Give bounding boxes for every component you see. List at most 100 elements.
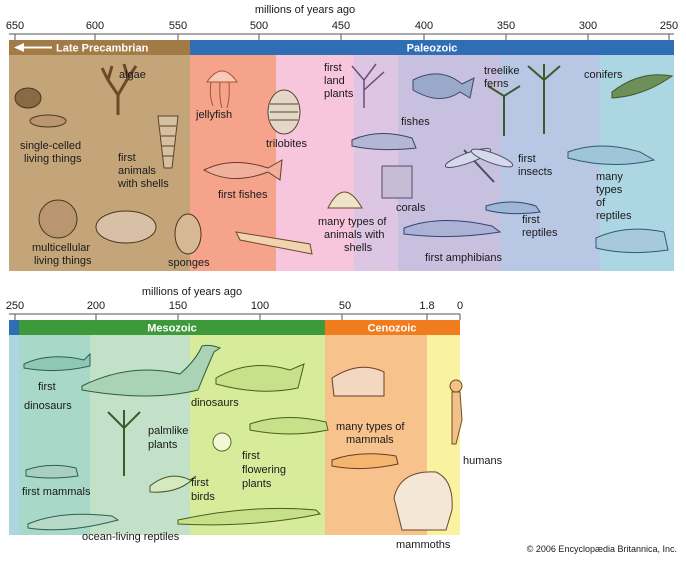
bottom-tick-label: 200 xyxy=(87,300,105,312)
label-first-insects-2: insects xyxy=(518,166,553,178)
bird-icon xyxy=(149,475,197,493)
label-first-flowering-2: flowering xyxy=(242,464,286,476)
label-single-celled-1: single-celled xyxy=(20,140,81,152)
label-sponges: sponges xyxy=(168,257,210,269)
algae-icon xyxy=(100,63,138,115)
label-many-reptiles-3: of xyxy=(596,197,606,209)
conifer-icon xyxy=(611,74,674,99)
mammal-icon xyxy=(331,366,399,470)
label-first-dinosaurs-2: dinosaurs xyxy=(24,400,72,412)
shell-fan-icon xyxy=(327,191,363,209)
flower-plant-icon xyxy=(212,432,232,452)
small-dinosaur-icon xyxy=(249,416,329,435)
early-dinosaur-icon xyxy=(23,352,91,372)
human-icon xyxy=(449,379,463,445)
label-trilobites: trilobites xyxy=(266,138,307,150)
label-many-mammals-1: many types of xyxy=(336,421,405,433)
era-bar-paleozoic-end xyxy=(9,320,19,335)
left-arrow-icon xyxy=(14,43,52,52)
top-tick-label: 650 xyxy=(6,20,24,32)
label-first-birds-2: birds xyxy=(191,491,215,503)
label-first-land-plants-3: plants xyxy=(324,88,354,100)
single-celled-icon xyxy=(14,87,67,128)
label-multicellular-2: living things xyxy=(34,255,92,267)
reptile-icon xyxy=(485,145,669,254)
bottom-tick-label: 100 xyxy=(251,300,269,312)
mammoth-icon xyxy=(393,471,453,531)
label-first-dinosaurs-1: first xyxy=(38,381,56,393)
fish-icon xyxy=(412,73,475,99)
label-many-types-2: animals with xyxy=(324,229,385,241)
triceratops-icon xyxy=(215,363,305,392)
top-axis-title: millions of years ago xyxy=(255,4,355,16)
label-first-insects-1: first xyxy=(518,153,536,165)
label-fishes: fishes xyxy=(401,116,430,128)
jellyfish-icon xyxy=(206,70,238,109)
bottom-axis-ticks xyxy=(14,314,461,320)
label-treelike-ferns-2: ferns xyxy=(484,78,509,90)
label-first-birds-1: first xyxy=(191,477,209,489)
bottom-tick-label: 50 xyxy=(339,300,351,312)
era-bar-cenozoic xyxy=(325,320,460,335)
label-many-types-1: many types of xyxy=(318,216,387,228)
fossil-fish-icon xyxy=(351,133,417,151)
era-bar-late-precambrian xyxy=(9,40,190,55)
era-bar-paleozoic xyxy=(190,40,674,55)
label-corals: corals xyxy=(396,202,426,214)
label-first-mammals: first mammals xyxy=(22,486,91,498)
sauropod-icon xyxy=(81,344,222,397)
label-single-celled-2: living things xyxy=(24,153,82,165)
label-conifers: conifers xyxy=(584,69,623,81)
top-axis-ticks xyxy=(14,34,670,40)
label-first-animals-1: first xyxy=(118,152,136,164)
tree-fern-icon xyxy=(487,64,561,136)
trilobite-icon xyxy=(267,89,301,135)
first-mammal-icon xyxy=(25,464,79,479)
shell-animal-icon xyxy=(157,115,179,169)
multicellular-icon xyxy=(38,199,157,244)
label-first-fishes: first fishes xyxy=(218,189,268,201)
dragonfly-icon xyxy=(444,148,514,183)
label-many-reptiles-2: types xyxy=(596,184,623,196)
palm-plant-icon xyxy=(107,410,141,476)
era-label-cenozoic: Cenozoic xyxy=(368,323,417,335)
label-first-animals-3: with shells xyxy=(117,178,169,190)
era-bar-mesozoic xyxy=(19,320,325,335)
sponge-icon xyxy=(174,213,202,255)
label-many-mammals-2: mammals xyxy=(346,434,394,446)
label-first-amphibians: first amphibians xyxy=(425,252,503,264)
bottom-tick-label: 250 xyxy=(6,300,24,312)
label-treelike-ferns-1: treelike xyxy=(484,65,519,77)
top-tick-label: 250 xyxy=(660,20,678,32)
label-first-animals-2: animals xyxy=(118,165,156,177)
label-jellyfish: jellyfish xyxy=(195,109,232,121)
label-first-land-plants-2: land xyxy=(324,75,345,87)
bottom-tick-label: 150 xyxy=(169,300,187,312)
top-tick-label: 400 xyxy=(415,20,433,32)
land-plant-icon xyxy=(351,63,385,108)
bottom-tick-label: 1.8 xyxy=(419,300,434,312)
first-fish-icon xyxy=(202,159,283,181)
label-many-types-3: shells xyxy=(344,242,373,254)
label-multicellular-1: multicellular xyxy=(32,242,90,254)
label-first-reptiles-1: first xyxy=(522,214,540,226)
label-first-reptiles-2: reptiles xyxy=(522,227,558,239)
era-label-paleozoic: Paleozoic xyxy=(407,43,458,55)
top-tick-label: 550 xyxy=(169,20,187,32)
amphibian-icon xyxy=(403,220,502,238)
top-tick-label: 500 xyxy=(250,20,268,32)
label-dinosaurs: dinosaurs xyxy=(191,397,239,409)
top-tick-label: 300 xyxy=(579,20,597,32)
bottom-axis-title: millions of years ago xyxy=(142,286,242,298)
label-humans: humans xyxy=(463,455,503,467)
nautilus-icon xyxy=(235,231,313,255)
label-first-land-plants-1: first xyxy=(324,62,342,74)
top-tick-label: 600 xyxy=(86,20,104,32)
label-many-reptiles-4: reptiles xyxy=(596,210,632,222)
era-label-late-precambrian: Late Precambrian xyxy=(56,43,149,55)
bottom-tick-label: 0 xyxy=(457,300,463,312)
ocean-reptile-icon xyxy=(27,507,322,531)
label-mammoths: mammoths xyxy=(396,539,451,551)
